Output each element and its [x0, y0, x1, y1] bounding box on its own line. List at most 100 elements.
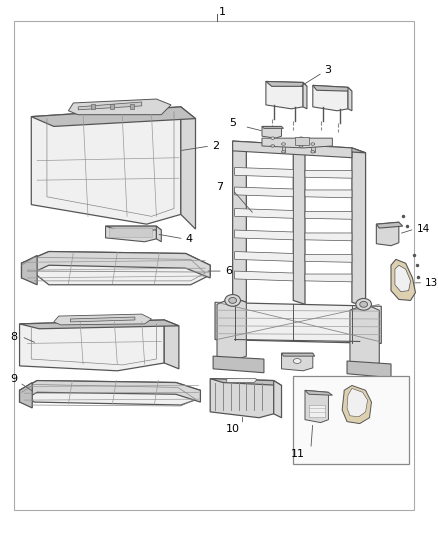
- Polygon shape: [21, 252, 210, 285]
- Text: 2: 2: [212, 141, 219, 151]
- Ellipse shape: [293, 359, 301, 364]
- Polygon shape: [210, 378, 274, 418]
- Polygon shape: [282, 353, 313, 371]
- Ellipse shape: [271, 137, 275, 139]
- Polygon shape: [21, 252, 210, 278]
- Bar: [110, 228, 152, 237]
- Polygon shape: [215, 302, 381, 343]
- Text: 11: 11: [291, 449, 305, 459]
- Polygon shape: [235, 230, 293, 240]
- Polygon shape: [213, 356, 264, 373]
- Text: 14: 14: [417, 224, 430, 234]
- Polygon shape: [31, 107, 195, 126]
- Polygon shape: [20, 320, 179, 329]
- Polygon shape: [233, 141, 246, 302]
- Text: 7: 7: [216, 182, 223, 192]
- Polygon shape: [266, 82, 303, 109]
- Polygon shape: [305, 190, 352, 198]
- Text: 9: 9: [10, 374, 17, 384]
- Polygon shape: [282, 353, 315, 356]
- Polygon shape: [78, 102, 142, 110]
- Ellipse shape: [229, 297, 237, 303]
- Polygon shape: [164, 320, 179, 369]
- Polygon shape: [68, 99, 171, 115]
- Text: 1: 1: [219, 7, 226, 17]
- Polygon shape: [262, 126, 282, 138]
- Ellipse shape: [225, 295, 240, 306]
- Polygon shape: [227, 378, 256, 383]
- Polygon shape: [266, 82, 307, 86]
- Ellipse shape: [271, 145, 275, 147]
- Polygon shape: [235, 187, 293, 197]
- Ellipse shape: [356, 298, 371, 310]
- Ellipse shape: [299, 145, 303, 147]
- Polygon shape: [293, 144, 305, 304]
- Polygon shape: [299, 138, 303, 146]
- Polygon shape: [391, 260, 416, 301]
- Polygon shape: [21, 255, 37, 285]
- Text: 5: 5: [230, 118, 237, 128]
- Polygon shape: [347, 361, 391, 378]
- Polygon shape: [106, 226, 156, 242]
- Polygon shape: [54, 314, 152, 325]
- Ellipse shape: [282, 151, 286, 153]
- Polygon shape: [233, 141, 366, 153]
- Polygon shape: [347, 389, 367, 417]
- Polygon shape: [20, 381, 201, 402]
- Ellipse shape: [282, 143, 286, 145]
- Polygon shape: [376, 222, 403, 228]
- Polygon shape: [305, 390, 328, 423]
- Ellipse shape: [360, 301, 367, 307]
- Ellipse shape: [299, 137, 303, 139]
- Text: 8: 8: [10, 332, 17, 342]
- Polygon shape: [20, 383, 32, 408]
- Polygon shape: [313, 85, 348, 111]
- Bar: [295, 137, 309, 145]
- Ellipse shape: [311, 143, 315, 145]
- Bar: [110, 104, 114, 109]
- Polygon shape: [20, 320, 164, 371]
- Polygon shape: [305, 390, 332, 395]
- Text: 10: 10: [226, 424, 240, 434]
- Ellipse shape: [311, 151, 315, 153]
- Polygon shape: [303, 83, 307, 109]
- Bar: [130, 104, 134, 109]
- Polygon shape: [348, 87, 352, 111]
- Polygon shape: [235, 271, 293, 281]
- Polygon shape: [156, 226, 161, 242]
- Polygon shape: [181, 107, 195, 229]
- Polygon shape: [305, 274, 352, 282]
- Bar: [309, 405, 325, 417]
- Polygon shape: [235, 252, 293, 261]
- Polygon shape: [31, 107, 181, 224]
- Polygon shape: [233, 141, 352, 158]
- Polygon shape: [20, 381, 201, 405]
- Bar: [293, 376, 409, 464]
- Polygon shape: [395, 265, 410, 292]
- Polygon shape: [274, 381, 282, 418]
- Polygon shape: [235, 208, 293, 219]
- Bar: [91, 104, 95, 109]
- Polygon shape: [305, 254, 352, 262]
- Polygon shape: [305, 171, 352, 178]
- Polygon shape: [305, 233, 352, 241]
- Polygon shape: [352, 148, 366, 306]
- Polygon shape: [71, 317, 135, 322]
- Polygon shape: [313, 85, 352, 91]
- Polygon shape: [262, 138, 332, 148]
- Polygon shape: [235, 167, 293, 177]
- Polygon shape: [282, 144, 286, 152]
- Polygon shape: [305, 212, 352, 219]
- Polygon shape: [271, 138, 275, 146]
- Polygon shape: [106, 226, 161, 230]
- Text: 4: 4: [186, 234, 193, 244]
- Polygon shape: [350, 304, 379, 368]
- Polygon shape: [342, 385, 371, 424]
- Polygon shape: [376, 222, 399, 246]
- Text: 3: 3: [325, 64, 332, 75]
- Polygon shape: [311, 144, 315, 152]
- Polygon shape: [262, 126, 283, 128]
- Text: 6: 6: [225, 266, 232, 276]
- Polygon shape: [210, 378, 282, 385]
- Polygon shape: [217, 297, 246, 361]
